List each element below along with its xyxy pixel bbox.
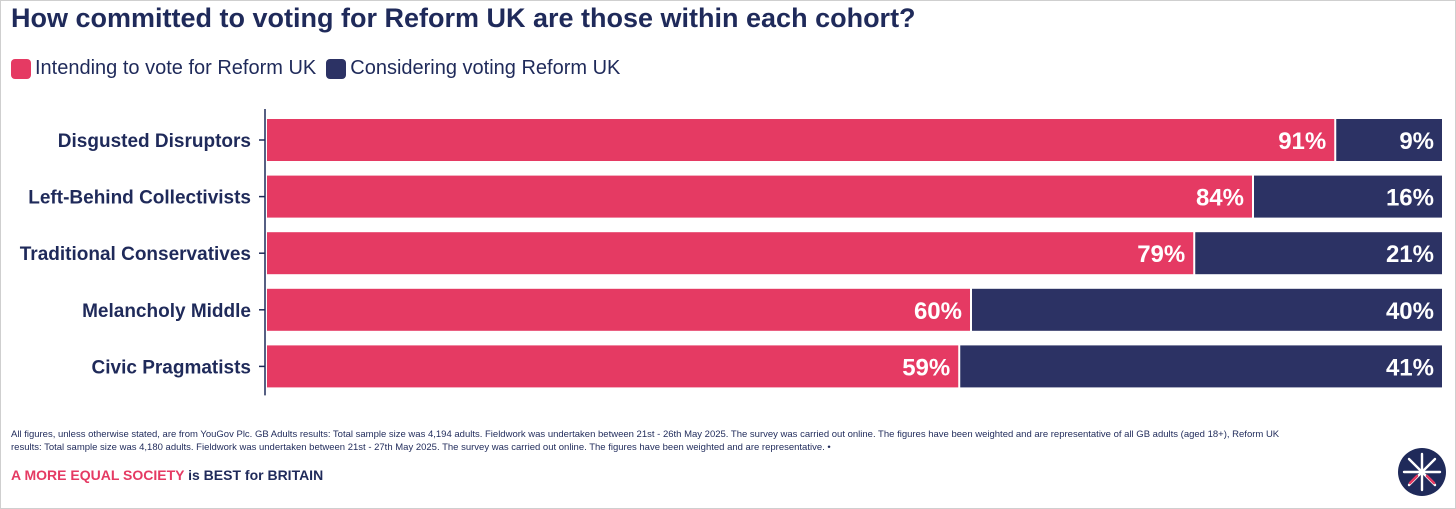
data-label: 16%: [1386, 185, 1434, 212]
data-label: 84%: [1196, 185, 1244, 212]
bar-intending: [267, 119, 1335, 161]
stacked-bar-chart: Disgusted Disruptors 91% 9% Left-Behind Col…: [20, 109, 1442, 396]
data-label: 21%: [1386, 241, 1434, 268]
data-label: 40%: [1386, 298, 1434, 325]
category-label: Melancholy Middle: [82, 301, 251, 322]
data-label: 60%: [914, 298, 962, 325]
bar-intending: [267, 288, 970, 331]
legend-label-considering: Considering voting Reform UK: [350, 57, 621, 79]
footnote: All figures, unless otherwise stated, ar…: [11, 429, 1280, 453]
bar-considering: [1195, 232, 1442, 275]
union-flag-logo-icon: [1398, 448, 1446, 496]
legend: Intending to vote for Reform UK Consider…: [11, 57, 630, 80]
legend-label-intending: Intending to vote for Reform UK: [35, 57, 317, 79]
legend-item-intending: Intending to vote for Reform UK: [11, 57, 316, 80]
tagline-highlight: A MORE EQUAL SOCIETY: [11, 467, 185, 483]
legend-swatch-intending: [11, 58, 31, 79]
tagline: A MORE EQUAL SOCIETY is BEST for BRITAIN: [11, 467, 323, 483]
bar-intending: [267, 175, 1252, 218]
bar-intending: [267, 232, 1194, 275]
legend-swatch-considering: [326, 58, 347, 79]
bar-intending: [267, 345, 959, 388]
bar-considering: [960, 345, 1442, 388]
bar-considering: [1254, 175, 1442, 218]
category-label: Traditional Conservatives: [20, 244, 251, 265]
category-label: Civic Pragmatists: [92, 357, 251, 378]
bar-considering: [972, 288, 1442, 331]
data-label: 79%: [1137, 241, 1185, 268]
bar-considering: [1336, 119, 1442, 161]
category-label: Disgusted Disruptors: [58, 131, 251, 152]
data-label: 91%: [1278, 128, 1326, 155]
data-label: 59%: [902, 354, 950, 381]
data-label: 41%: [1386, 354, 1434, 381]
data-label: 9%: [1399, 128, 1434, 155]
category-label: Left-Behind Collectivists: [28, 188, 251, 209]
chart-title: How committed to voting for Reform UK ar…: [11, 3, 916, 33]
legend-item-considering: Considering voting Reform UK: [326, 57, 620, 80]
tagline-rest: is BEST for BRITAIN: [184, 467, 324, 483]
